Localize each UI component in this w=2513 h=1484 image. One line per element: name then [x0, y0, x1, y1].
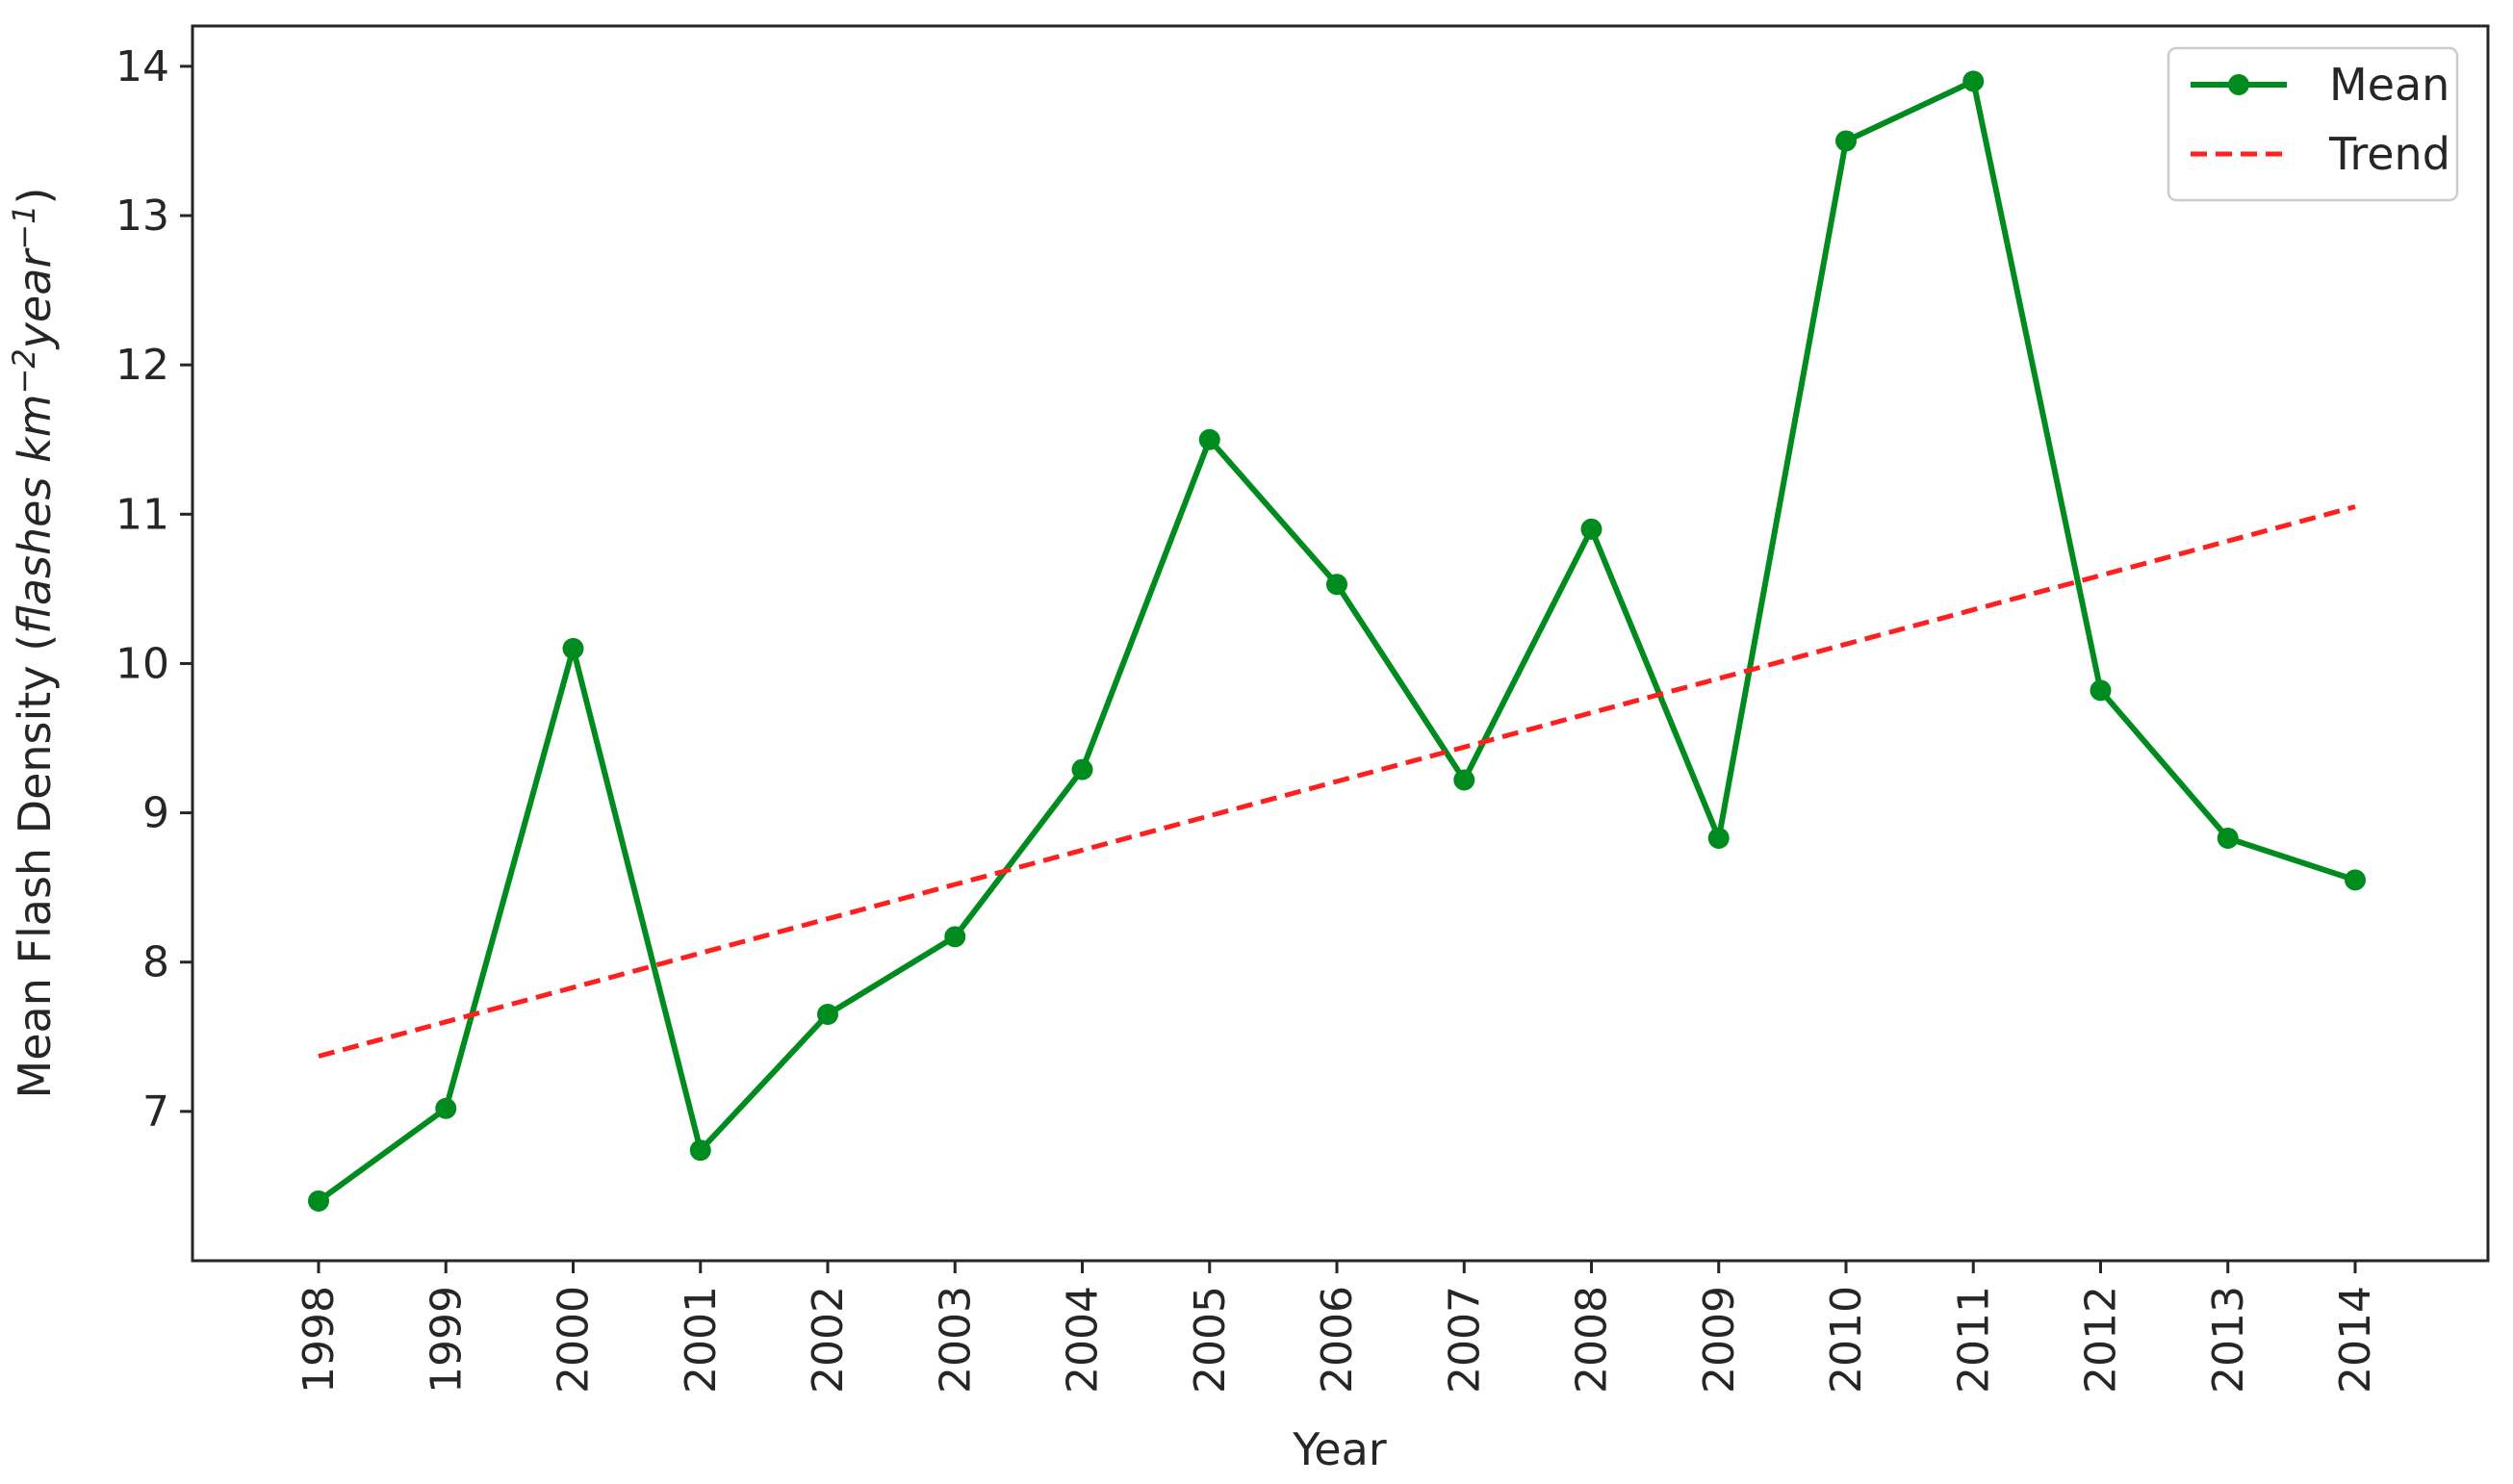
x-tick-label: 2007: [1440, 1286, 1489, 1394]
plot-area: [308, 70, 2366, 1212]
y-tick-label: 13: [115, 192, 169, 241]
y-tick-label: 8: [142, 938, 169, 987]
x-axis: 1998 1999 2000 2001 2002 2003 2004 2005 2006 2007…: [295, 1261, 2380, 1394]
x-tick-label: 2008: [1568, 1286, 1617, 1394]
data-point-mean-2012: [2090, 679, 2112, 702]
x-tick-label: 2013: [2204, 1286, 2253, 1394]
x-tick-label: 2014: [2331, 1286, 2380, 1394]
y-axis-label-sup-1: −2: [6, 348, 42, 394]
data-point-mean-1999: [435, 1097, 457, 1119]
x-tick-label: 2009: [1695, 1286, 1744, 1394]
data-point-mean-2007: [1453, 769, 1475, 791]
data-point-mean-2011: [1962, 70, 1985, 92]
data-point-mean-2014: [2345, 869, 2366, 891]
x-tick-label: 2006: [1313, 1286, 1362, 1394]
y-tick-label: 7: [142, 1087, 169, 1137]
data-point-mean-2006: [1326, 574, 1347, 596]
y-tick-label: 9: [142, 789, 169, 838]
y-tick-label: 14: [115, 42, 169, 91]
legend: Mean Trend: [2167, 46, 2459, 202]
plot-frame: [191, 24, 2490, 1263]
data-point-mean-2002: [817, 1004, 838, 1026]
data-point-mean-2005: [1198, 428, 1220, 450]
x-tick-label: 2012: [2077, 1286, 2126, 1394]
y-axis: 7 8 9 10 11 12 13 14: [115, 42, 192, 1137]
data-point-mean-2000: [562, 637, 584, 659]
x-tick-label: 1999: [422, 1286, 471, 1394]
x-tick-label: 2010: [1822, 1286, 1871, 1394]
data-point-mean-2003: [944, 926, 966, 948]
x-tick-label: 2005: [1186, 1286, 1235, 1394]
data-point-mean-2008: [1580, 518, 1603, 540]
x-tick-label: 2000: [550, 1286, 599, 1394]
x-tick-label: 2003: [931, 1286, 980, 1394]
data-point-mean-2013: [2217, 827, 2239, 849]
y-axis-label-sup-2: −1: [6, 205, 42, 250]
y-tick-label: 11: [115, 490, 169, 539]
data-point-mean-1998: [308, 1190, 329, 1212]
data-point-mean-2010: [1835, 130, 1857, 152]
x-tick-label: 1998: [295, 1286, 344, 1394]
x-tick-label: 2004: [1059, 1286, 1108, 1394]
legend-label-trend: Trend: [2328, 128, 2450, 180]
y-tick-label: 12: [115, 341, 169, 390]
y-axis-label-unit-2: year: [9, 247, 61, 351]
data-point-mean-2004: [1071, 758, 1093, 780]
x-axis-label: Year: [1292, 1423, 1386, 1475]
y-axis-label: Mean Flash Density (flashes km−2year−1): [6, 188, 61, 1099]
y-axis-label-text: Mean Flash Density (: [9, 634, 61, 1099]
x-tick-label: 2002: [804, 1286, 853, 1394]
y-tick-label: 10: [115, 639, 169, 688]
data-point-mean-2009: [1707, 827, 1730, 849]
y-axis-label-close: ): [9, 188, 61, 205]
legend-label-mean: Mean: [2329, 59, 2449, 111]
data-point-mean-2001: [689, 1139, 711, 1162]
legend-mean-marker: [2228, 74, 2249, 95]
y-axis-label-unit-1: flashes km: [9, 394, 61, 633]
series-line-trend: [318, 504, 2356, 1059]
x-tick-label: 2011: [1949, 1286, 1998, 1394]
x-tick-label: 2001: [677, 1286, 726, 1394]
